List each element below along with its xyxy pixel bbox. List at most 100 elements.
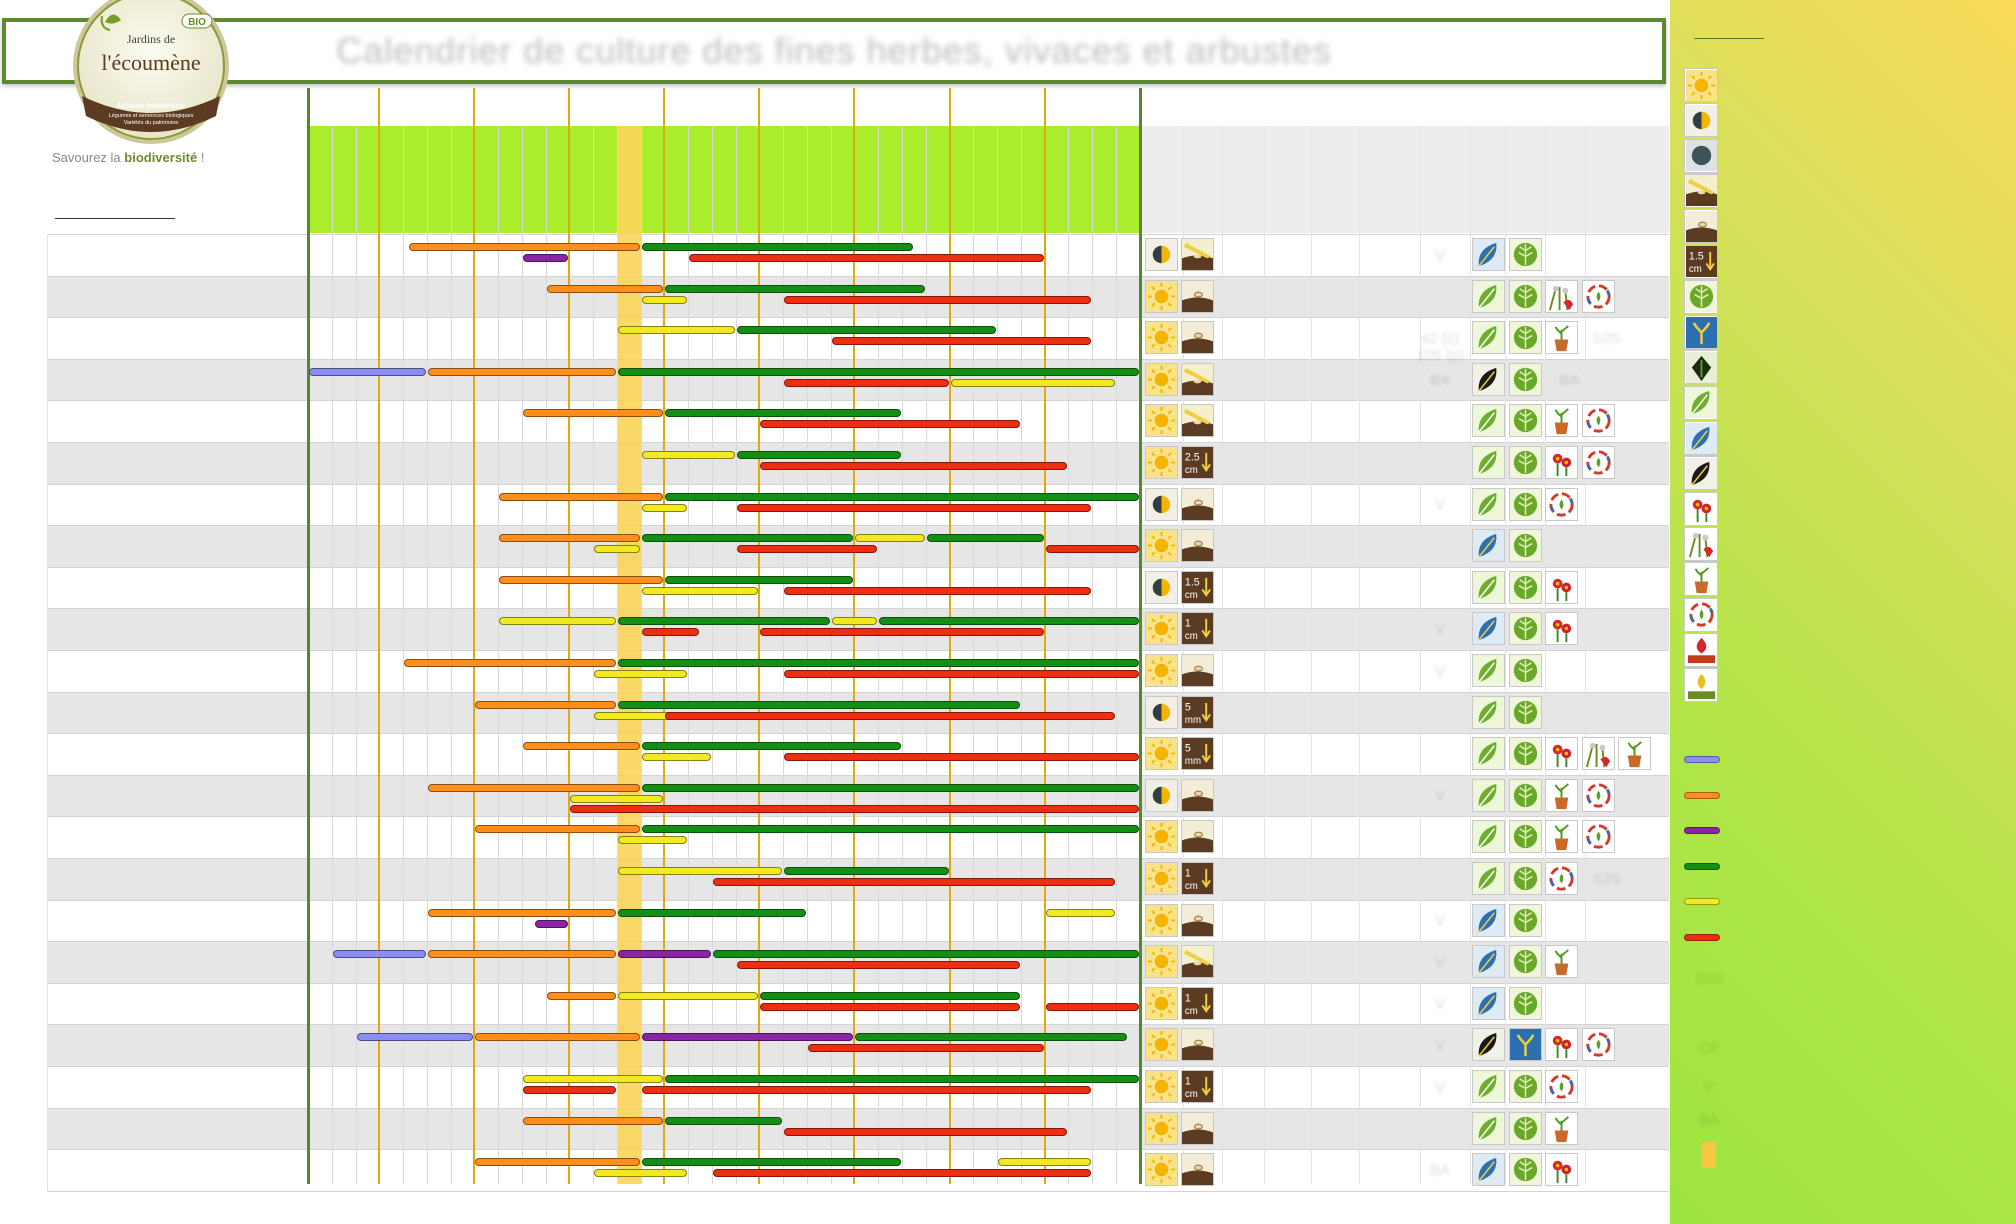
purple-bar [534,919,569,928]
pot-icon [1545,778,1578,812]
leaf-blue-icon [1472,238,1505,271]
month-header-band [308,126,1142,233]
legend-pot-icon [1684,562,1718,597]
sow-cover-icon [1181,820,1214,854]
sow-cover-icon [1181,487,1214,521]
red-bar [760,1002,1020,1011]
legend-label: S2S [1694,970,1724,987]
legend-sun-icon [1684,68,1718,102]
red-bar [689,254,1044,262]
row-divider [47,650,1669,651]
cycle-icon [1581,778,1615,812]
half-sun-icon [1145,570,1178,604]
svg-text:cm: cm [1688,264,1701,275]
info-column-line [1470,126,1471,1184]
month-line [758,88,761,1184]
grid-line [426,126,428,1184]
row-note: V [1434,663,1445,680]
row-divider [47,1024,1669,1026]
orange-bar [427,367,616,376]
row-divider [47,317,1669,319]
leaf-green-icon [1472,487,1505,521]
yellow-bar [641,586,759,595]
green-bar [736,451,901,459]
leaf-icon [1508,570,1542,604]
legend-label: BA [1698,1112,1719,1129]
sow-cover-icon [1181,654,1214,687]
month-line [473,88,476,1184]
flower-icon [1545,570,1578,604]
purple-bar [522,254,569,262]
leaf-icon [1508,362,1542,396]
grid-line [1115,126,1117,1184]
legend-half-sun-icon [1684,103,1718,138]
leaf-icon [1508,1111,1542,1145]
green-bar [665,409,901,418]
leaf-icon [1508,945,1542,979]
legend-purple-bar [1684,827,1720,834]
row-divider [47,816,1669,818]
leaf-green-icon [1472,654,1505,687]
svg-text:1: 1 [1185,992,1191,1004]
leaf-green-icon [1472,1070,1505,1103]
green-bar [641,742,901,751]
cycle-icon [1545,1070,1578,1103]
svg-text:cm: cm [1185,1006,1198,1017]
yellow-bar [641,753,711,762]
grid-line [403,126,405,1184]
pollinator-icon [1545,279,1578,313]
depth-1cm-icon: 1 cm [1181,612,1214,646]
legend-label: CF [1699,1040,1719,1057]
calendar-frame-left [307,88,310,1184]
green-bar [641,243,913,251]
grid-line [1068,126,1070,1184]
cycle-icon [1581,1028,1615,1062]
red-bar [736,961,1020,970]
grid-line [1020,126,1022,1184]
legend-leaf-green-icon [1684,385,1718,420]
red-bar [784,670,1139,678]
orange-bar [408,243,640,251]
sun-icon [1145,446,1178,479]
sow-surface-icon [1181,362,1214,396]
yellow-bar [617,836,688,845]
sun-icon [1145,737,1178,771]
cycle-icon [1581,279,1615,313]
flower-icon [1545,1028,1578,1062]
sow-cover-icon [1181,529,1214,563]
sow-cover-icon [1181,778,1214,812]
yellow-bar [641,503,688,512]
yellow-bar [522,1075,664,1083]
legend-pollinator-icon [1684,526,1718,561]
red-bar [641,628,700,637]
row-divider [47,1190,1669,1192]
leaf-icon [1508,820,1542,854]
red-bar [784,295,1092,304]
current-period-highlight [618,126,641,1184]
green-bar [641,783,1139,792]
legend-sidebar: 1.5 cm S2S CF V BA [1670,0,2016,1224]
sun-icon [1145,903,1178,937]
green-bar [784,867,949,875]
red-bar [712,1169,1092,1178]
info-column-line [1311,126,1312,1184]
orange-bar [404,659,616,667]
sow-surface-icon [1181,945,1214,979]
row-note: V [1434,995,1445,1013]
label-column-edge [47,234,48,1191]
pot-icon [1545,321,1578,355]
yellow-bar [594,1169,688,1178]
svg-text:cm: cm [1185,1089,1198,1100]
flower-icon [1545,737,1578,771]
yellow-bar [641,295,688,304]
row-divider [47,608,1669,610]
pollinator-icon [1581,737,1615,771]
legend-depth-1.5cm-icon: 1.5 cm [1684,244,1718,279]
svg-text:mm: mm [1185,756,1201,767]
pot-icon [1618,737,1651,771]
legend-seed-dark-icon [1684,350,1718,385]
row-note: V [1434,247,1445,264]
depth-1.5cm-icon: 1.5 cm [1181,570,1214,604]
yellow-bar [594,670,688,678]
legend-leaf-icon [1684,279,1718,314]
